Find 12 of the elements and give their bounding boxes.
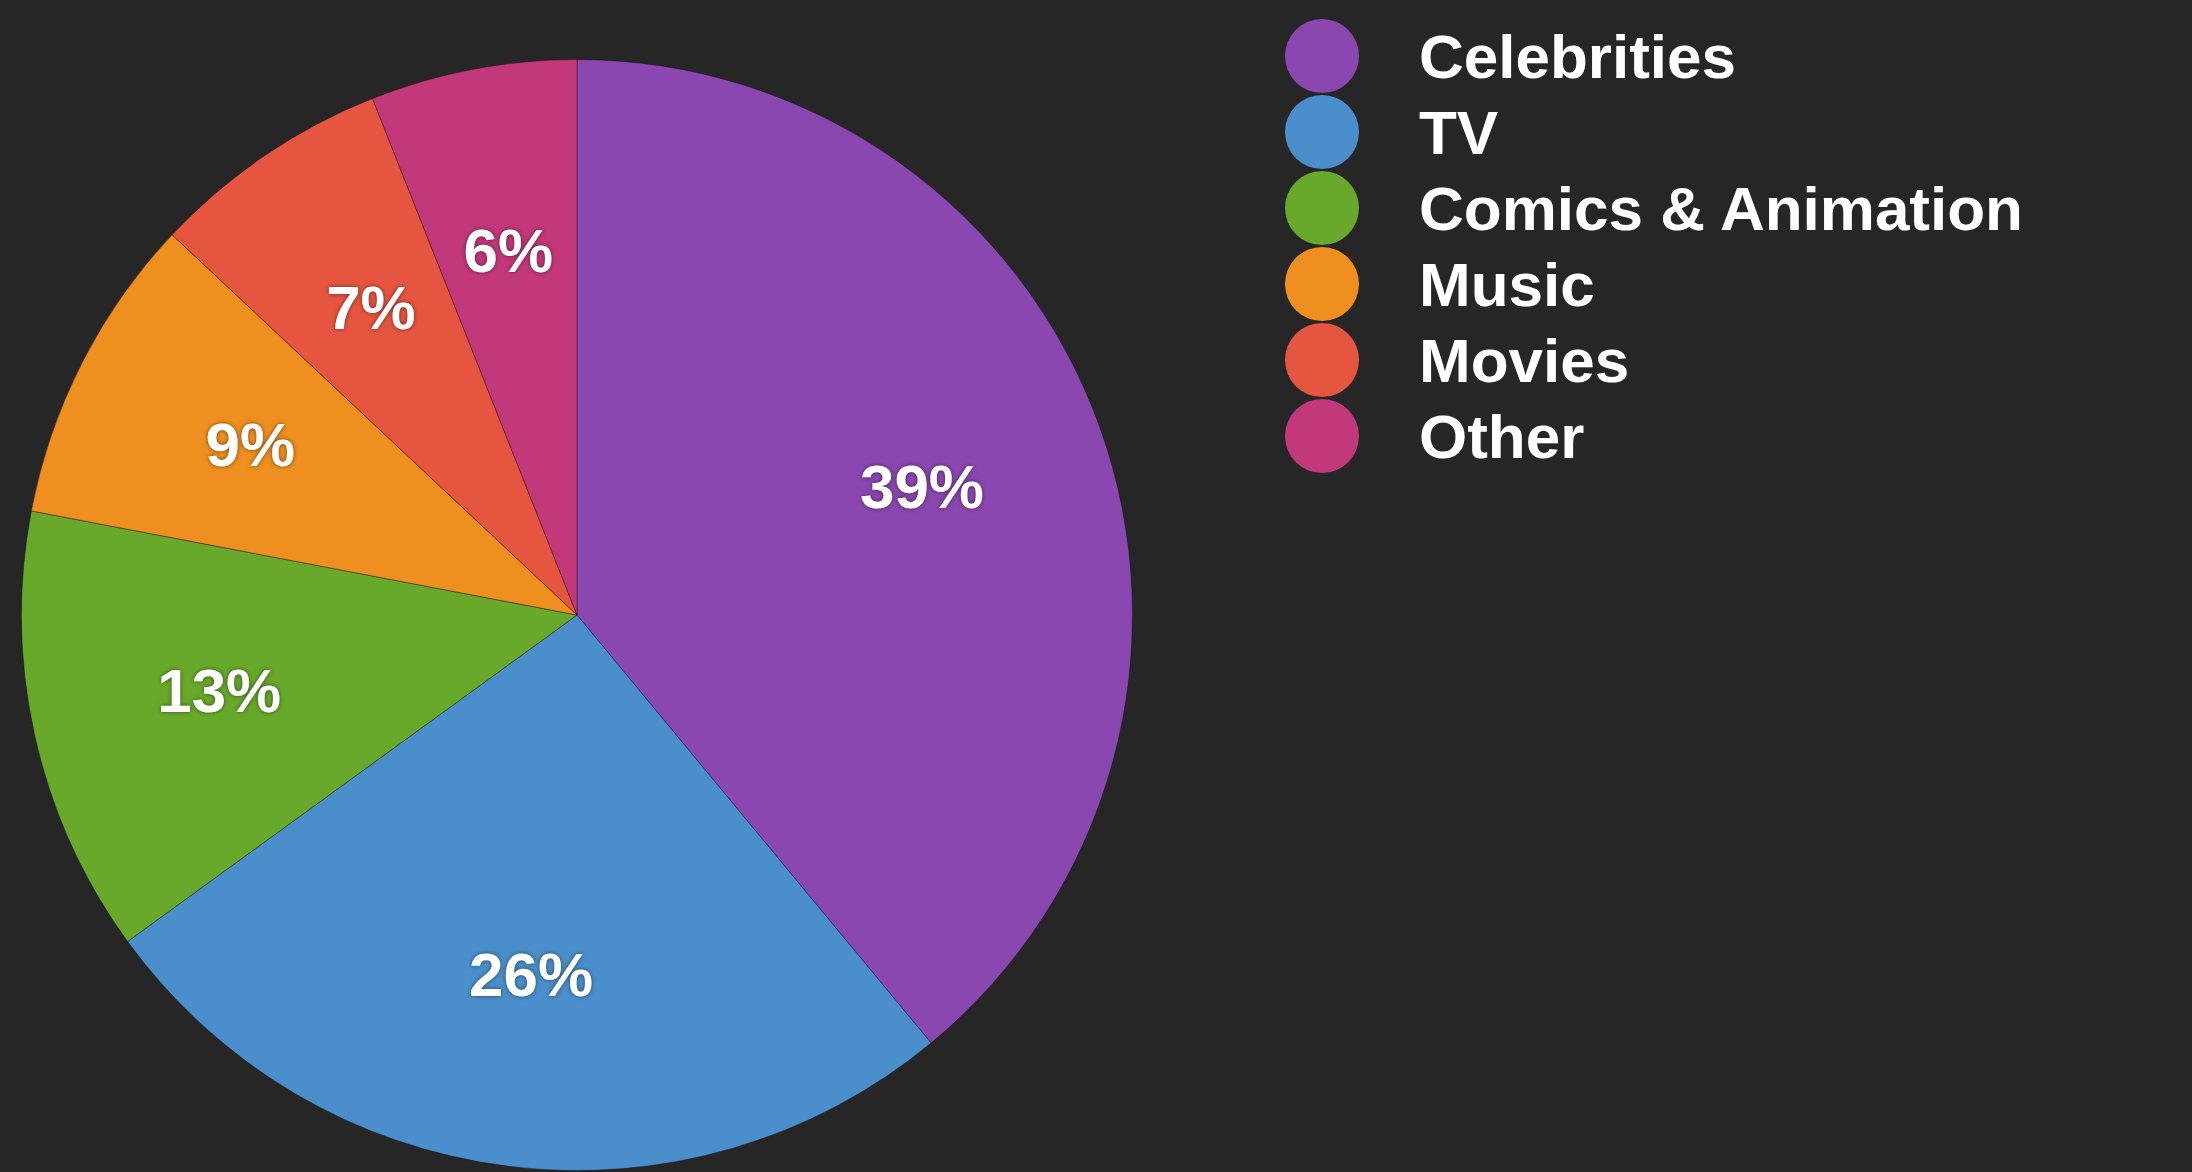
- legend-label: TV: [1419, 96, 1499, 168]
- legend-label: Music: [1419, 248, 1595, 320]
- data-label: 13%: [157, 656, 282, 726]
- data-label: 6%: [463, 215, 554, 285]
- data-label: 9%: [205, 409, 296, 479]
- legend-label: Comics & Animation: [1419, 172, 2023, 244]
- data-label: 39%: [859, 451, 984, 521]
- legend-label: Other: [1419, 400, 1585, 472]
- legend-label: Movies: [1419, 324, 1630, 396]
- legend-label: Celebrities: [1419, 20, 1737, 92]
- data-label: 26%: [469, 939, 594, 1009]
- data-label: 7%: [326, 272, 416, 342]
